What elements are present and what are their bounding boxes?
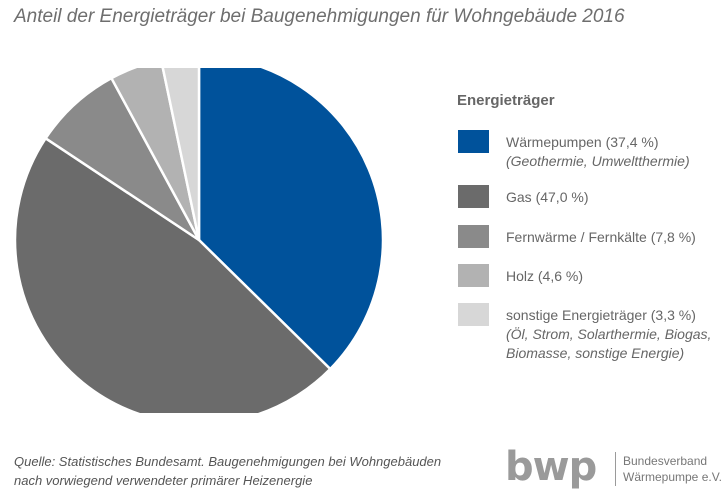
pie-slice-sonstige xyxy=(161,68,201,242)
legend-label-gas: Gas (47,0 %) xyxy=(506,189,589,205)
bwp-logo: bwp Bundesverband Wärmepumpe e.V. xyxy=(505,444,722,490)
legend-label-holz: Holz (4,6 %) xyxy=(506,268,584,284)
legend-title: Energieträger xyxy=(457,92,555,109)
pie-slice-holz xyxy=(110,68,201,242)
legend-label-waermepumpen: Wärmepumpen (37,4 %) xyxy=(506,134,659,150)
source-line-1: Quelle: Statistisches Bundesamt. Baugene… xyxy=(14,454,442,469)
legend-swatch-fernwaerme xyxy=(458,225,489,248)
legend-label-sonstige: sonstige Energieträger (3,3 %) xyxy=(506,307,696,323)
legend-swatch-holz xyxy=(458,264,489,287)
pie-slice-gas xyxy=(13,137,332,413)
legend-sublabel-sonstige-2: Biomasse, sonstige Energie) xyxy=(506,345,685,361)
logo-divider xyxy=(615,452,616,486)
logo-org-line-2: Wärmepumpe e.V. xyxy=(623,470,722,484)
logo-org-line-1: Bundesverband xyxy=(623,454,708,468)
chart-title: Anteil der Energieträger bei Baugenehmig… xyxy=(14,6,625,27)
legend-sublabel-sonstige-1: (Öl, Strom, Solarthermie, Biogas, xyxy=(506,326,712,342)
pie-slice-waermepumpen xyxy=(197,68,385,371)
logo-org-name: Bundesverband Wärmepumpe e.V. xyxy=(623,453,722,485)
bwp-logo-mark: bwp xyxy=(505,444,597,490)
legend-swatch-sonstige xyxy=(458,303,489,326)
source-note: Quelle: Statistisches Bundesamt. Baugene… xyxy=(14,452,441,490)
legend-sublabel-waermepumpen: (Geothermie, Umweltthermie) xyxy=(506,153,690,169)
source-line-2: nach vorwiegend verwendeter primärer Hei… xyxy=(14,473,313,488)
pie-chart xyxy=(13,68,385,413)
legend-swatch-gas xyxy=(458,185,489,208)
legend-label-fernwaerme: Fernwärme / Fernkälte (7,8 %) xyxy=(506,229,696,245)
legend-swatch-waermepumpen xyxy=(458,130,489,153)
